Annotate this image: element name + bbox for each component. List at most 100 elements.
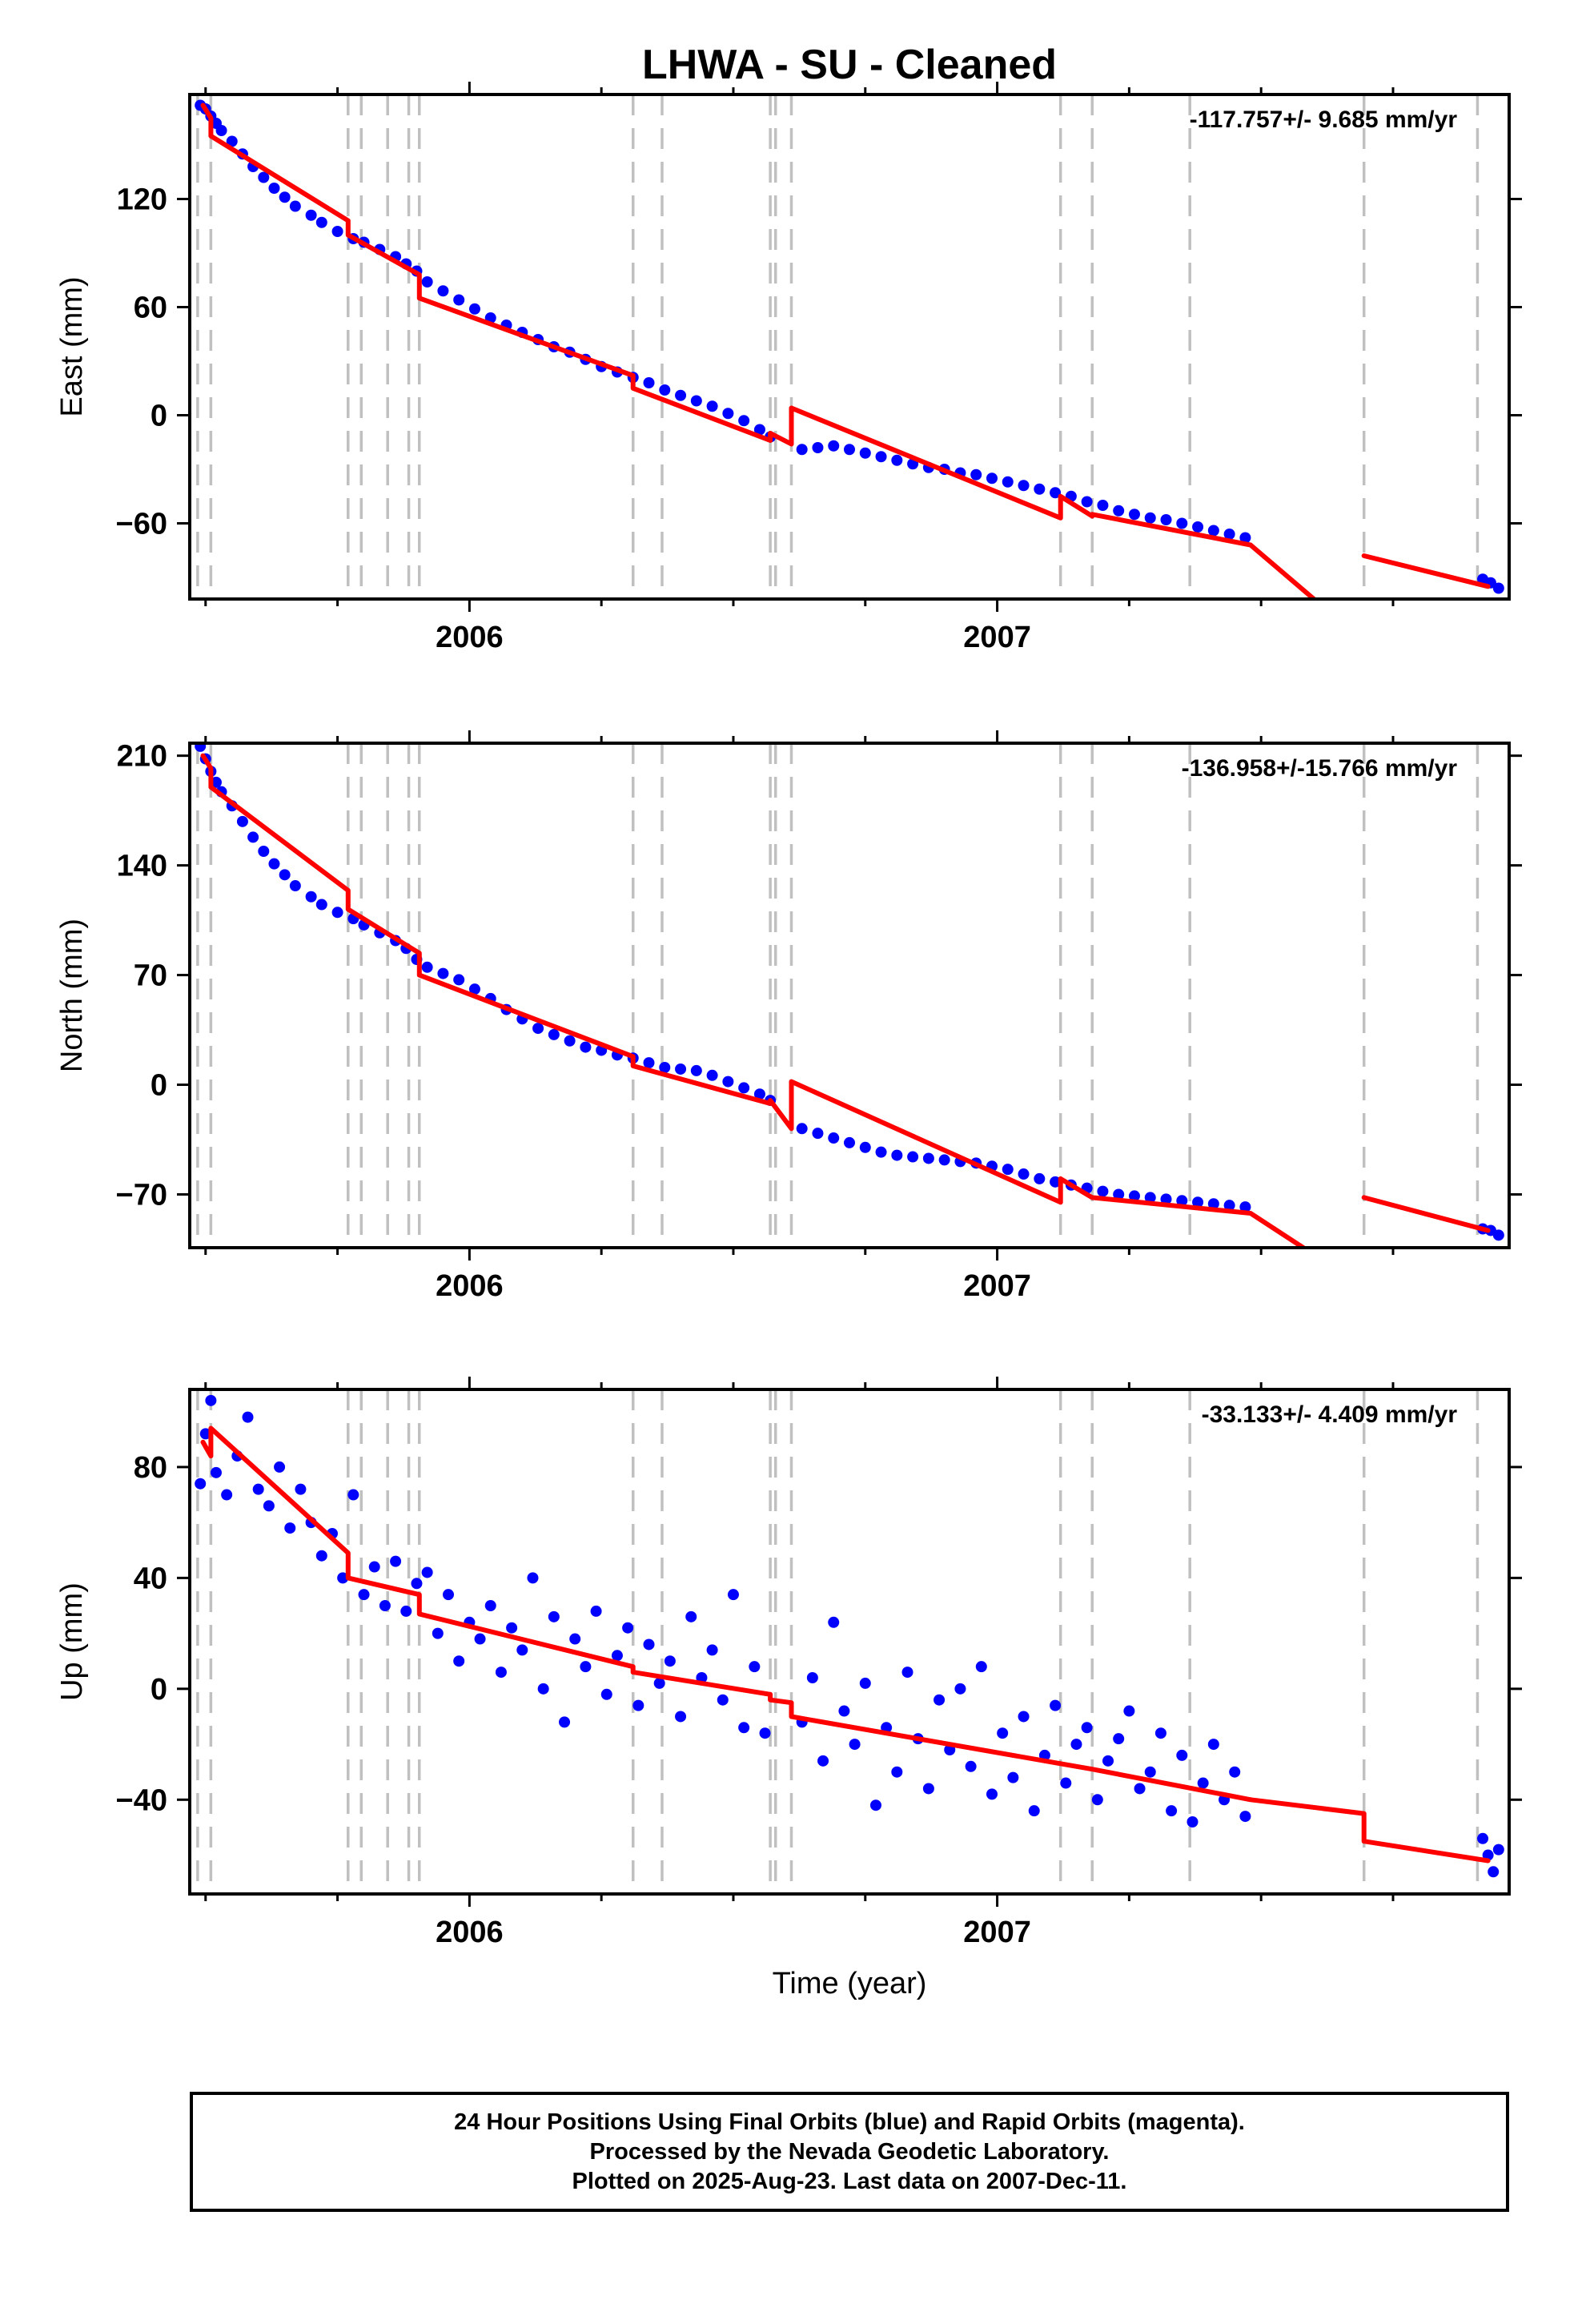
data-point [495,1667,507,1679]
data-point [1207,1198,1219,1210]
data-point [600,1688,612,1700]
data-point [622,1622,634,1634]
data-point [537,1683,549,1695]
x-tick-label: 2006 [436,621,504,654]
data-point [305,209,317,221]
data-point [432,1627,444,1639]
data-point [210,1466,222,1478]
footer-line-2: Processed by the Nevada Geodetic Laborat… [589,2138,1110,2165]
data-point [812,442,824,453]
data-point [474,1633,486,1645]
rate-annotation: -117.757+/- 9.685 mm/yr [1190,107,1458,133]
data-point [527,1572,539,1584]
data-point [258,846,270,857]
data-point [268,858,280,870]
model-line [200,103,1491,599]
data-point [421,1566,433,1578]
data-point [875,1146,887,1158]
data-point [1192,1196,1204,1208]
y-axis-label: East (mm) [55,276,89,416]
data-point [632,1699,644,1711]
data-point [1144,1192,1156,1204]
data-point [749,1661,761,1673]
data-point [1207,1739,1219,1751]
data-point [970,468,982,480]
footer-line-3: Plotted on 2025-Aug-23. Last data on 200… [572,2168,1127,2194]
data-point [828,1132,840,1144]
data-point [437,967,449,979]
data-point [1134,1783,1146,1795]
data-point [1050,487,1062,499]
data-point [727,1589,739,1601]
data-point [1002,1164,1014,1176]
data-point [506,1622,518,1634]
data-point [205,1394,217,1406]
data-point [1070,1739,1082,1751]
data-point [337,1572,349,1584]
data-point [706,400,718,412]
data-point [1128,509,1140,521]
data-point [1160,514,1172,525]
model-line [200,1425,1491,1864]
data-point [1186,1816,1199,1827]
data-point [1239,532,1251,544]
data-point [1492,1229,1504,1241]
data-point [226,135,238,147]
data-point [706,1069,718,1081]
data-point [653,1677,665,1689]
data-point [195,1478,207,1490]
data-point [659,384,671,396]
data-point [738,415,750,427]
x-tick-label: 2007 [963,621,1031,654]
data-point [279,869,291,881]
data-point [643,1638,655,1651]
data-point [1144,1766,1156,1778]
data-point [828,1616,840,1628]
data-point [738,1082,750,1094]
x-tick-label: 2006 [436,1269,504,1303]
data-point [368,1561,380,1573]
data-point [859,1141,871,1153]
y-axis-label: North (mm) [55,919,89,1072]
data-point [675,1063,687,1075]
data-point [1176,517,1188,529]
data-point [421,276,433,287]
data-point [284,1522,296,1534]
y-tick-label: 40 [134,1562,167,1595]
chart-title: LHWA - SU - Cleaned [642,42,1057,88]
data-point [738,1722,750,1734]
data-point [907,1151,919,1163]
data-point [559,1716,571,1728]
data-point [1239,1811,1251,1823]
data-point [443,1589,455,1601]
data-point [812,1128,824,1140]
data-point [722,1076,734,1088]
data-point [1028,1805,1040,1817]
data-point [315,899,327,911]
data-point [997,1727,1009,1739]
data-point [675,1711,687,1723]
plot-frame [188,742,1511,1249]
data-point [331,907,343,919]
data-point [796,1123,808,1135]
y-tick-label: 0 [151,400,167,433]
data-point [938,1154,950,1166]
x-tick-label: 2006 [436,1916,504,1949]
data-point [706,1644,718,1656]
data-point [828,440,840,452]
data-point [1197,1777,1209,1789]
data-point [1176,1195,1188,1207]
y-tick-label: −60 [116,508,167,541]
data-point [722,408,734,420]
y-tick-label: −70 [116,1178,167,1212]
data-point [548,1610,560,1622]
y-tick-label: 60 [134,292,167,325]
data-point [437,285,449,297]
data-point [1018,480,1030,492]
data-point [1097,500,1109,511]
data-point [922,1152,934,1164]
data-point [263,1500,275,1512]
y-tick-label: 0 [151,1069,167,1103]
chart-panel-up: 2006 2007 80 40 0 −40 Up (mm) -33.133+/- 4.409 … [55,1377,1522,2000]
